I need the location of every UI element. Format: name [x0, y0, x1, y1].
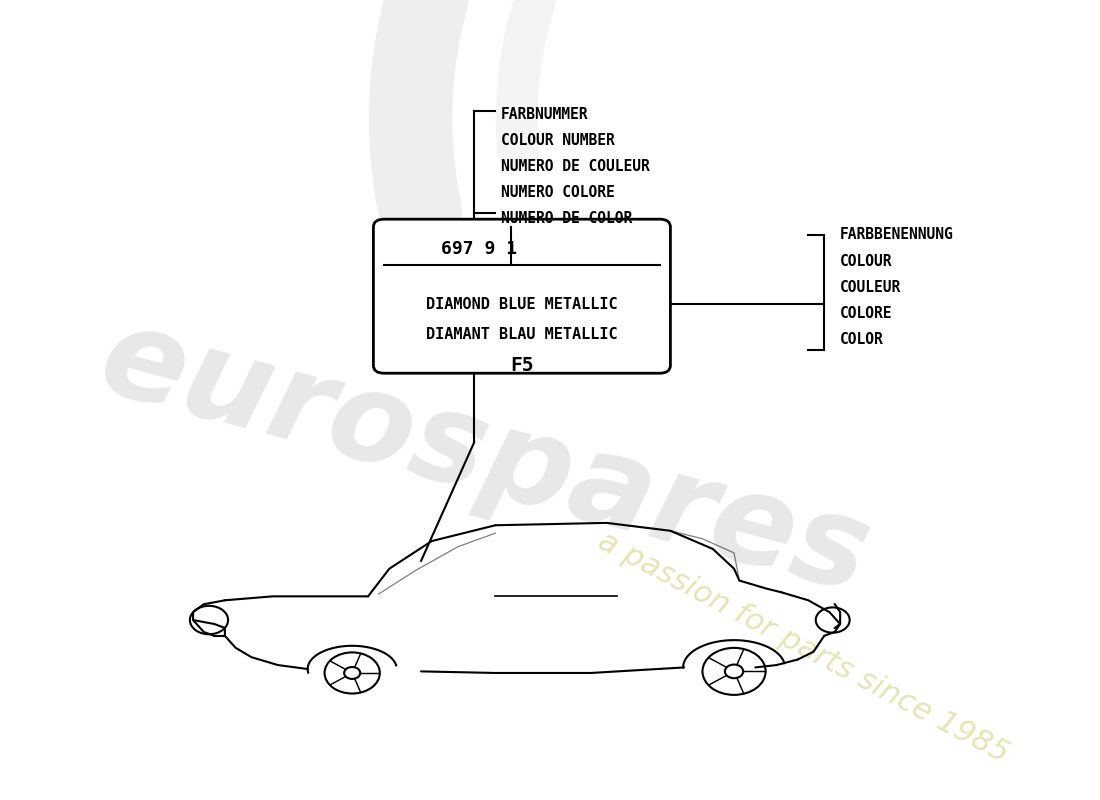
Text: COLOR: COLOR [840, 332, 884, 346]
Text: 697 9 1: 697 9 1 [441, 240, 517, 258]
Text: FARBBENENNUNG: FARBBENENNUNG [840, 227, 954, 242]
Text: COLOUR NUMBER: COLOUR NUMBER [500, 133, 615, 148]
Text: eurospares: eurospares [88, 298, 882, 619]
Text: F5: F5 [510, 356, 534, 375]
FancyBboxPatch shape [373, 219, 670, 374]
Text: FARBNUMMER: FARBNUMMER [500, 107, 588, 122]
Text: COULEUR: COULEUR [840, 280, 901, 294]
Text: a passion for parts since 1985: a passion for parts since 1985 [593, 526, 1013, 769]
Text: NUMERO COLORE: NUMERO COLORE [500, 186, 615, 200]
Text: DIAMOND BLUE METALLIC: DIAMOND BLUE METALLIC [426, 297, 618, 311]
Text: COLOUR: COLOUR [840, 254, 892, 269]
Text: NUMERO DE COLOR: NUMERO DE COLOR [500, 211, 631, 226]
Text: NUMERO DE COULEUR: NUMERO DE COULEUR [500, 159, 649, 174]
Text: DIAMANT BLAU METALLIC: DIAMANT BLAU METALLIC [426, 326, 618, 342]
Text: COLORE: COLORE [840, 306, 892, 321]
